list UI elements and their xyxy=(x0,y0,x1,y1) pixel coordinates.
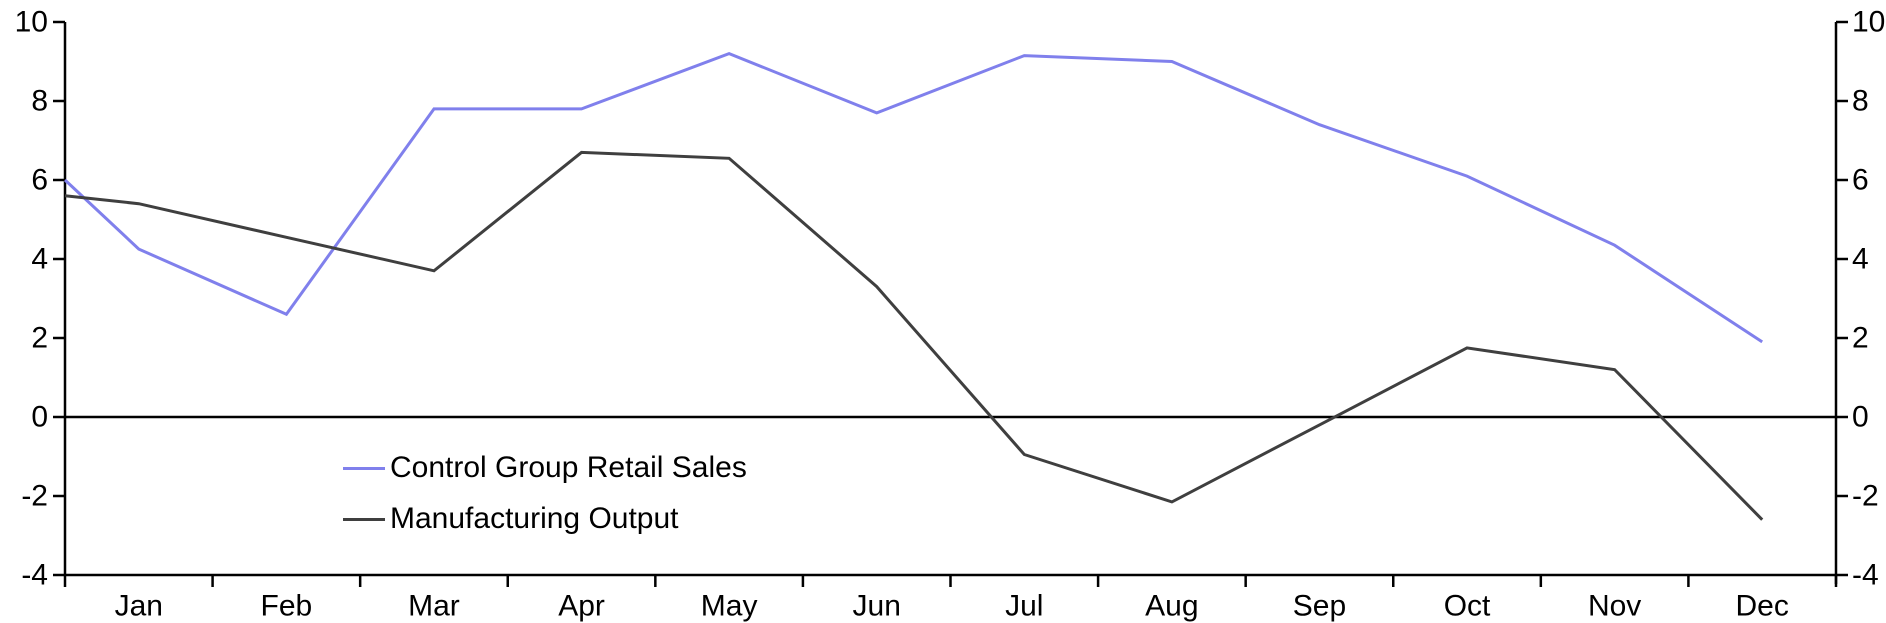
axis-tick-label: 8 xyxy=(31,85,48,118)
axis-tick-label: Dec xyxy=(1736,590,1789,623)
series-line-manufacturing-output xyxy=(64,150,1764,521)
axis-tick-label: Jun xyxy=(853,590,901,623)
legend-item-manufacturing-output: Manufacturing Output xyxy=(343,501,747,537)
legend-label-retail: Control Group Retail Sales xyxy=(390,451,747,484)
axis-tick-label: 2 xyxy=(31,322,48,355)
chart-legend: Control Group Retail Sales Manufacturing… xyxy=(343,450,747,552)
axis-tick-label: -2 xyxy=(21,480,48,513)
axis-tick-label: 10 xyxy=(15,6,48,39)
axis-tick-label: Apr xyxy=(558,590,605,623)
axis-tick-label: 0 xyxy=(1852,401,1869,434)
axis-tick-label: Feb xyxy=(261,590,313,623)
axis-tick-label: Nov xyxy=(1588,590,1641,623)
axis-tick-label: 4 xyxy=(31,243,48,276)
legend-item-control-group-retail-sales: Control Group Retail Sales xyxy=(343,450,747,486)
axis-tick-label: -4 xyxy=(21,559,48,592)
legend-line-swatch-manufacturing xyxy=(343,517,385,521)
axis-tick-label: Sep xyxy=(1293,590,1346,623)
legend-line-swatch-retail xyxy=(343,466,385,470)
axis-tick-label: Jul xyxy=(1005,590,1043,623)
series-line-control-group-retail-sales xyxy=(63,51,1764,344)
axes xyxy=(63,22,1838,584)
axis-tick-label: Mar xyxy=(408,590,460,623)
axis-tick-label: Jan xyxy=(115,590,163,623)
axis-tick-label: 6 xyxy=(31,164,48,197)
axis-tick-label: 2 xyxy=(1852,322,1869,355)
axis-tick-label: 10 xyxy=(1852,6,1885,39)
axis-tick-label: 4 xyxy=(1852,243,1869,276)
axis-tick-label: 6 xyxy=(1852,164,1869,197)
axis-tick-label: Oct xyxy=(1444,590,1491,623)
y-axis-right: 10 8 6 4 2 0 -2 -4 xyxy=(1836,6,1885,592)
axis-tick-label: 0 xyxy=(31,401,48,434)
y-axis-left: 10 8 6 4 2 0 -2 -4 xyxy=(15,6,65,592)
axis-tick-label: May xyxy=(701,590,758,623)
axis-tick-label: -4 xyxy=(1852,559,1879,592)
axis-tick-label: Aug xyxy=(1145,590,1198,623)
x-axis: Jan Feb Mar Apr May Jun Jul Aug Sep Oct Nov Dec xyxy=(63,575,1838,623)
axis-tick-label: -2 xyxy=(1852,480,1879,513)
axis-tick-label: 8 xyxy=(1852,85,1869,118)
legend-label-manufacturing: Manufacturing Output xyxy=(390,502,679,535)
